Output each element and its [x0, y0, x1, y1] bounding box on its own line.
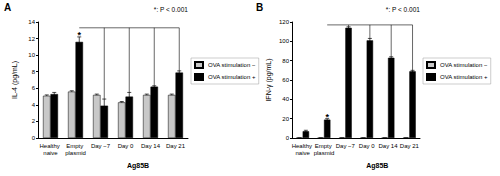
svg-text:80: 80	[282, 58, 289, 64]
svg-text:OVA stimulation −: OVA stimulation −	[208, 62, 256, 68]
svg-text:naive: naive	[295, 150, 310, 156]
svg-text:Ag85B: Ag85B	[366, 162, 388, 170]
svg-text:Day 14: Day 14	[378, 143, 398, 149]
svg-text:B: B	[256, 2, 263, 13]
svg-text:*: P < 0.001: *: P < 0.001	[154, 6, 188, 13]
svg-text:0: 0	[32, 135, 36, 141]
svg-text:A: A	[4, 2, 11, 13]
svg-text:OVA stimulation +: OVA stimulation +	[440, 74, 488, 80]
svg-text:*: P < 0.001: *: P < 0.001	[386, 6, 420, 13]
svg-text:Ag85B: Ag85B	[127, 162, 149, 170]
svg-text:Empty: Empty	[315, 143, 334, 149]
svg-text:IL-4 (pg/mL): IL-4 (pg/mL)	[11, 61, 19, 99]
svg-text:40: 40	[282, 96, 289, 102]
svg-text:4: 4	[32, 102, 36, 108]
svg-text:plasmid: plasmid	[314, 150, 335, 156]
svg-text:Day −7: Day −7	[91, 143, 111, 149]
svg-text:60: 60	[282, 77, 289, 83]
svg-text:Day 21: Day 21	[400, 143, 420, 149]
svg-text:naive: naive	[43, 150, 58, 156]
svg-text:Day 0: Day 0	[359, 143, 375, 149]
svg-text:*: *	[77, 30, 81, 40]
svg-text:OVA stimulation +: OVA stimulation +	[208, 74, 256, 80]
svg-text:120: 120	[279, 19, 290, 25]
svg-text:12: 12	[28, 36, 35, 42]
svg-text:Day −7: Day −7	[336, 143, 356, 149]
svg-text:Empty: Empty	[66, 143, 85, 149]
svg-text:Day 21: Day 21	[166, 143, 186, 149]
svg-text:2: 2	[32, 118, 36, 124]
svg-text:Healthy: Healthy	[39, 143, 61, 149]
svg-text:Day 14: Day 14	[141, 143, 161, 149]
svg-text:0: 0	[286, 135, 290, 141]
svg-text:plasmid: plasmid	[65, 150, 86, 156]
svg-text:6: 6	[32, 85, 36, 91]
svg-text:Healthy: Healthy	[292, 143, 314, 149]
svg-text:10: 10	[28, 52, 35, 58]
svg-text:Day 0: Day 0	[118, 143, 134, 149]
svg-text:IFN-γ (pg/mL): IFN-γ (pg/mL)	[265, 58, 273, 101]
svg-text:14: 14	[28, 19, 35, 25]
svg-text:100: 100	[279, 38, 290, 44]
svg-text:OVA stimulation −: OVA stimulation −	[440, 62, 488, 68]
svg-text:20: 20	[282, 116, 289, 122]
svg-text:8: 8	[32, 69, 36, 75]
